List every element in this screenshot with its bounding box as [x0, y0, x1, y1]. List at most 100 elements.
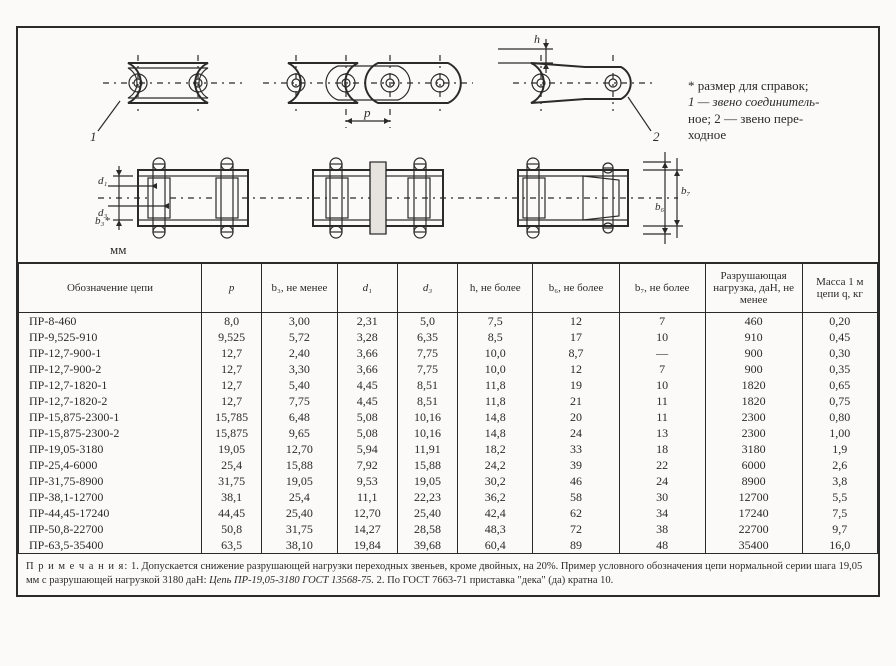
legend-line3: ходное [688, 127, 726, 142]
table-cell: 14,8 [458, 409, 533, 425]
table-cell: 0,65 [802, 377, 877, 393]
table-row: ПР-12,7-1820-112,75,404,458,5111,8191018… [19, 377, 878, 393]
table-cell: 5,08 [337, 409, 397, 425]
table-cell: 7,92 [337, 457, 397, 473]
table-row: ПР-9,525-9109,5255,723,286,358,517109100… [19, 329, 878, 345]
table-header-row: Обозначение цепиpb₃, не менееd₁d₃h, не б… [19, 264, 878, 313]
table-cell: 1,9 [802, 441, 877, 457]
notes-1b: Цепь ПР-19,05-3180 ГОСТ 13568-75. [209, 575, 374, 586]
table-row: ПР-19,05-318019,0512,705,9411,9118,23318… [19, 441, 878, 457]
figure-zone: 1 [18, 28, 878, 264]
table-cell: 2,6 [802, 457, 877, 473]
chain-designation: ПР-12,7-900-1 [19, 345, 202, 361]
table-cell: 24,2 [458, 457, 533, 473]
table-cell: 72 [533, 521, 619, 537]
table-cell: 9,65 [262, 425, 337, 441]
table-cell: 25,40 [397, 505, 457, 521]
table-cell: 4,45 [337, 393, 397, 409]
table-cell: 24 [533, 425, 619, 441]
table-cell: 8,5 [458, 329, 533, 345]
table-cell: 44,45 [201, 505, 261, 521]
table-cell: 14,27 [337, 521, 397, 537]
table-cell: 3,66 [337, 361, 397, 377]
spec-table: Обозначение цепиpb₃, не менееd₁d₃h, не б… [18, 264, 878, 553]
col-header: Обозначение цепи [19, 264, 202, 313]
table-cell: 89 [533, 537, 619, 553]
footnotes: П р и м е ч а н и я: 1. Допускается сниж… [18, 553, 878, 595]
table-cell: 0,35 [802, 361, 877, 377]
table-cell: 21 [533, 393, 619, 409]
table-cell: 10,0 [458, 345, 533, 361]
table-cell: 4,45 [337, 377, 397, 393]
table-cell: 10 [619, 377, 705, 393]
table-cell: 3,8 [802, 473, 877, 489]
table-cell: 39,68 [397, 537, 457, 553]
table-body: ПР-8-4608,03,002,315,07,51274600,20ПР-9,… [19, 313, 878, 554]
table-cell: 28,58 [397, 521, 457, 537]
table-cell: 900 [705, 345, 802, 361]
table-cell: 11 [619, 409, 705, 425]
chain-designation: ПР-12,7-900-2 [19, 361, 202, 377]
table-cell: 19,05 [397, 473, 457, 489]
table-cell: 20 [533, 409, 619, 425]
table-row: ПР-12,7-900-212,73,303,667,7510,01279000… [19, 361, 878, 377]
table-cell: 7 [619, 361, 705, 377]
table-cell: 25,40 [262, 505, 337, 521]
table-cell: 25,4 [201, 457, 261, 473]
table-cell: 0,80 [802, 409, 877, 425]
table-row: ПР-8-4608,03,002,315,07,51274600,20 [19, 313, 878, 330]
table-cell: 22700 [705, 521, 802, 537]
chain-designation: ПР-44,45-17240 [19, 505, 202, 521]
table-cell: 15,88 [262, 457, 337, 473]
col-header: Разрушающая нагрузка, даН, не менее [705, 264, 802, 313]
chain-designation: ПР-63,5-35400 [19, 537, 202, 553]
table-cell: 460 [705, 313, 802, 330]
table-cell: 7,75 [262, 393, 337, 409]
table-cell: 12,7 [201, 377, 261, 393]
col-header: p [201, 264, 261, 313]
col-header: b₃, не менее [262, 264, 337, 313]
table-cell: 14,8 [458, 425, 533, 441]
table-cell: 12,7 [201, 361, 261, 377]
table-cell: 10,16 [397, 425, 457, 441]
table-cell: 2300 [705, 425, 802, 441]
table-cell: 39 [533, 457, 619, 473]
dim-d1-label: d₁ [98, 175, 108, 187]
table-cell: 63,5 [201, 537, 261, 553]
table-cell: 19,05 [262, 473, 337, 489]
table-cell: 5,40 [262, 377, 337, 393]
table-cell: 6000 [705, 457, 802, 473]
chain-designation: ПР-9,525-910 [19, 329, 202, 345]
legend-asterisk: * размер для справок; [688, 78, 809, 93]
table-cell: 10 [619, 329, 705, 345]
chain-designation: ПР-38,1-12700 [19, 489, 202, 505]
table-cell: 5,94 [337, 441, 397, 457]
mm-label: мм [110, 242, 126, 258]
table-cell: 3,28 [337, 329, 397, 345]
table-cell: 8,51 [397, 393, 457, 409]
table-cell: 3,66 [337, 345, 397, 361]
table-cell: 8,7 [533, 345, 619, 361]
table-cell: 11,8 [458, 393, 533, 409]
col-header: b₇, не более [619, 264, 705, 313]
table-cell: 7,5 [802, 505, 877, 521]
table-cell: 0,75 [802, 393, 877, 409]
table-cell: 46 [533, 473, 619, 489]
table-cell: 12 [533, 313, 619, 330]
table-cell: 1820 [705, 377, 802, 393]
table-cell: 2,40 [262, 345, 337, 361]
col-header: h, не более [458, 264, 533, 313]
table-cell: 48,3 [458, 521, 533, 537]
notes-lead: П р и м е ч а н и я: [26, 561, 128, 572]
table-cell: 5,72 [262, 329, 337, 345]
table-row: ПР-44,45-1724044,4525,4012,7025,4042,462… [19, 505, 878, 521]
table-cell: 35400 [705, 537, 802, 553]
legend-line1: 1 — звено соединитель- [688, 94, 819, 109]
table-cell: 1820 [705, 393, 802, 409]
table-row: ПР-50,8-2270050,831,7514,2728,5848,37238… [19, 521, 878, 537]
table-cell: 11 [619, 393, 705, 409]
table-cell: 17240 [705, 505, 802, 521]
table-cell: 60,4 [458, 537, 533, 553]
table-cell: 2,31 [337, 313, 397, 330]
col-header: b₆, не более [533, 264, 619, 313]
